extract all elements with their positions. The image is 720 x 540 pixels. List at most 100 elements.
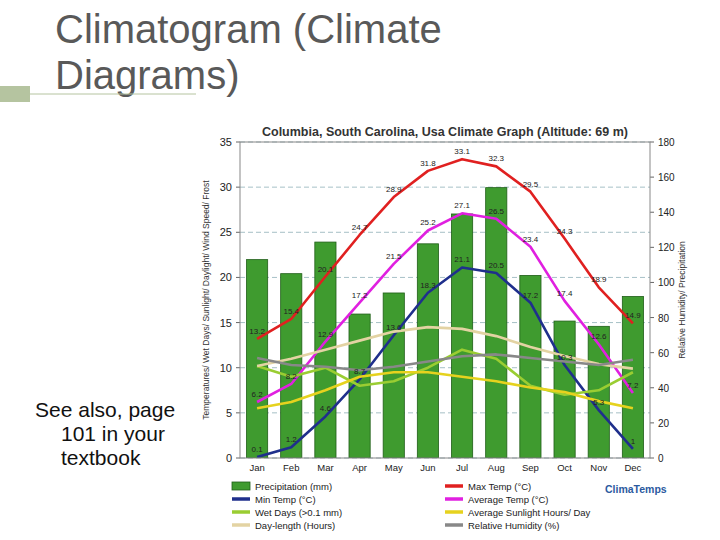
y2-tick-label: 0	[658, 453, 664, 464]
y-tick	[236, 277, 240, 278]
data-label: 7.2	[627, 381, 639, 390]
data-label: 21.5	[386, 252, 402, 261]
data-label: 24.3	[557, 227, 573, 236]
y-tick	[236, 412, 240, 413]
plot-frame	[240, 142, 650, 458]
y-tick-label: 35	[220, 136, 232, 148]
y2-tick-label: 140	[658, 207, 675, 218]
data-label: 0.1	[252, 445, 264, 454]
y2-tick-label: 20	[658, 418, 670, 429]
bar	[451, 214, 472, 458]
data-label: 13.6	[386, 323, 402, 332]
y-tick	[236, 458, 240, 459]
data-label: 8.2	[286, 372, 298, 381]
x-tick-label: Mar	[317, 462, 333, 473]
legend-swatch	[232, 497, 250, 501]
x-tick-label: Jan	[249, 462, 264, 473]
y-tick-label: 25	[220, 226, 232, 238]
line	[257, 268, 633, 458]
data-label: 27.1	[454, 201, 470, 210]
data-label: 33.1	[454, 147, 470, 156]
bar	[554, 321, 575, 458]
data-label: 28.9	[386, 185, 402, 194]
data-label: 18.9	[591, 275, 607, 284]
x-tick-label: Aug	[488, 462, 505, 473]
y-tick	[236, 367, 240, 368]
y2-tick	[650, 352, 654, 353]
y-tick	[236, 322, 240, 323]
y-tick-label: 20	[220, 271, 232, 283]
chart-title: Columbia, South Carolina, Usa Climate Gr…	[262, 125, 628, 139]
legend-label: Average Sunlight Hours/ Day	[468, 507, 591, 518]
data-label: 13.2	[249, 327, 265, 336]
y2-tick-label: 120	[658, 242, 675, 253]
data-label: 17.2	[523, 291, 539, 300]
data-label: 31.8	[420, 159, 436, 168]
x-tick-label: Jun	[420, 462, 435, 473]
y-tick	[236, 232, 240, 233]
legend-swatch	[232, 510, 250, 514]
y2-tick	[650, 177, 654, 178]
y-tick-label: 30	[220, 181, 232, 193]
legend-label: Average Temp (°C)	[468, 494, 549, 505]
y2-tick	[650, 422, 654, 423]
bar	[383, 293, 404, 458]
y2-tick	[650, 247, 654, 248]
grid-line	[240, 232, 650, 233]
data-label: 24.7	[352, 223, 368, 232]
y2-tick	[650, 387, 654, 388]
y-tick-label: 10	[220, 362, 232, 374]
data-label: 1.2	[286, 435, 298, 444]
y2-tick	[650, 458, 654, 459]
y-tick	[236, 187, 240, 188]
legend-swatch	[445, 523, 463, 527]
data-label: 23.4	[523, 235, 539, 244]
data-label: 21.1	[454, 255, 470, 264]
data-label: 10.3	[557, 353, 573, 362]
bar	[417, 244, 438, 458]
x-tick-label: Jul	[456, 462, 468, 473]
x-tick-label: Sep	[522, 462, 539, 473]
decor-line	[30, 94, 196, 95]
data-label: 26.5	[488, 207, 504, 216]
y2-tick-label: 60	[658, 348, 670, 359]
legend-swatch	[232, 523, 250, 527]
data-labels: 13.215.420.124.728.931.833.132.329.524.3…	[249, 147, 641, 454]
data-label: 12.9	[318, 330, 334, 339]
data-label: 29.5	[523, 180, 539, 189]
y-tick-label: 0	[226, 452, 232, 464]
marks	[246, 159, 643, 458]
y2-tick-label: 100	[658, 277, 675, 288]
line	[257, 372, 633, 408]
y2-tick	[650, 282, 654, 283]
line	[257, 350, 633, 395]
slide-title: Climatogram (Climate Diagrams)	[55, 6, 535, 98]
y2-axis-title: Relative Humidity/ Precipitation	[677, 241, 687, 359]
data-label: 20.5	[488, 261, 504, 270]
data-label: 15.4	[283, 307, 299, 316]
x-tick-label: May	[385, 462, 403, 473]
data-label: 17.4	[557, 289, 573, 298]
legend-label: Min Temp (°C)	[255, 494, 316, 505]
decor-square	[0, 86, 30, 102]
x-tick-label: Feb	[283, 462, 299, 473]
data-label: 18.3	[420, 281, 436, 290]
y2-tick-label: 160	[658, 172, 675, 183]
y2-tick	[650, 212, 654, 213]
data-label: 12.6	[591, 332, 607, 341]
legend-swatch	[445, 510, 463, 514]
line	[257, 159, 633, 339]
data-label: 25.2	[420, 218, 436, 227]
y-axis-title: Temperatures/ Wet Days/ Sunlight/ Daylig…	[201, 180, 211, 420]
legend-swatch	[445, 497, 463, 501]
data-label: 6.2	[252, 390, 264, 399]
legend-label: Precipitation (mm)	[255, 481, 332, 492]
data-label: 17.2	[352, 291, 368, 300]
legend-swatch	[445, 484, 463, 488]
data-label: 32.3	[488, 154, 504, 163]
x-tick-label: Apr	[352, 462, 367, 473]
y-tick	[236, 142, 240, 143]
data-label: 4.6	[320, 404, 332, 413]
data-label: 5.3	[593, 398, 605, 407]
annotation: ClimaTemps	[605, 483, 667, 495]
